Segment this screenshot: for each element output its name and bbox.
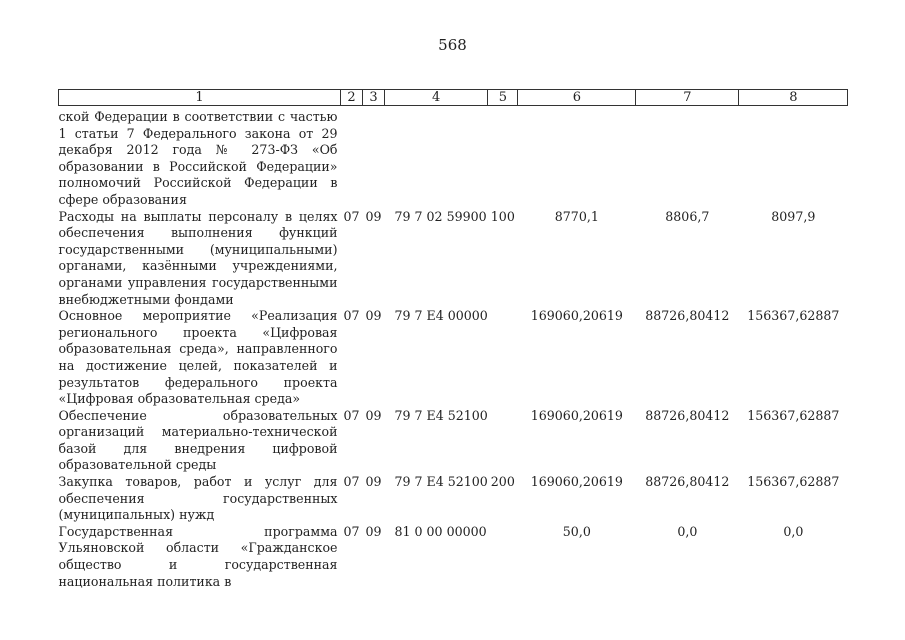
subsection-code: 09 [365,474,382,490]
subsection-code: 09 [365,523,382,539]
expense-type: 200 [490,474,515,490]
amount-col-8: 156367,62887 [747,407,840,423]
header-row: 1 2 3 4 5 6 7 8 [58,89,849,106]
row-name: Обеспечение образовательных организаций … [58,407,338,473]
header-col-7: 7 [635,89,740,106]
row-name: Государственная программа Ульяновской об… [58,523,338,589]
amount-col-7: 88726,80412 [645,308,730,324]
amount-col-8 [739,106,848,209]
amount-col-7: 88726,80412 [645,407,730,423]
target-article: 79 7 E4 52100 [394,407,488,423]
section-code: 07 [343,474,360,490]
row-name: Расходы на выплаты персоналу в целях обе… [58,208,338,307]
header-col-4: 4 [383,89,489,106]
expense-type [488,106,518,209]
expense-type [488,408,518,474]
table-row: Основное мероприятие «Реализация региона… [59,308,848,408]
table-row: Закупка товаров, работ и услуг для обесп… [59,474,848,524]
table-row: Государственная программа Ульяновской об… [59,524,848,590]
amount-col-6: 169060,20619 [530,407,623,423]
amount-col-8: 8097,9 [771,208,816,224]
amount-col-6: 8770,1 [554,208,599,224]
amount-col-6: 169060,20619 [530,308,623,324]
section-code: 07 [343,523,360,539]
row-name: ской Федерации в соответствии с частью 1… [58,109,338,207]
target-article: 79 7 E4 52100 [394,474,488,490]
amount-col-6 [518,106,636,209]
header-col-1: 1 [58,89,341,106]
section-code [341,106,363,209]
section-code: 07 [343,308,360,324]
section-code: 07 [343,208,360,224]
budget-table: 1 2 3 4 5 6 7 8 ской Федерации в соответ… [58,89,849,590]
amount-col-8: 156367,62887 [747,308,840,324]
target-article [385,106,488,209]
amount-col-8: 156367,62887 [747,474,840,490]
amount-col-7: 88726,80412 [645,474,730,490]
amount-col-7: 8806,7 [665,208,710,224]
amount-col-6: 169060,20619 [530,474,623,490]
header-col-8: 8 [738,89,849,106]
row-name: Основное мероприятие «Реализация региона… [58,308,338,407]
header-col-6: 6 [517,89,637,106]
subsection-code: 09 [365,308,382,324]
subsection-code: 09 [365,208,382,224]
target-article: 79 7 02 59900 [394,208,487,224]
page-number: 568 [438,36,467,54]
subsection-code [363,106,385,209]
amount-col-7 [636,106,739,209]
header-col-3: 3 [362,89,385,106]
header-col-2: 2 [340,89,363,106]
target-article: 81 0 00 00000 [394,523,487,539]
header-col-5: 5 [487,89,519,106]
table-row: Обеспечение образовательных организаций … [59,408,848,474]
amount-col-8: 0,0 [783,523,804,539]
table-row: Расходы на выплаты персоналу в целях обе… [59,209,848,309]
row-name: Закупка товаров, работ и услуг для обесп… [58,474,338,523]
expense-type [488,308,518,408]
table-row: ской Федерации в соответствии с частью 1… [59,106,848,209]
expense-type [488,524,518,590]
expense-type: 100 [490,208,515,224]
target-article: 79 7 E4 00000 [394,308,488,324]
amount-col-6: 50,0 [562,523,591,539]
section-code: 07 [343,407,360,423]
subsection-code: 09 [365,407,382,423]
amount-col-7: 0,0 [677,523,698,539]
